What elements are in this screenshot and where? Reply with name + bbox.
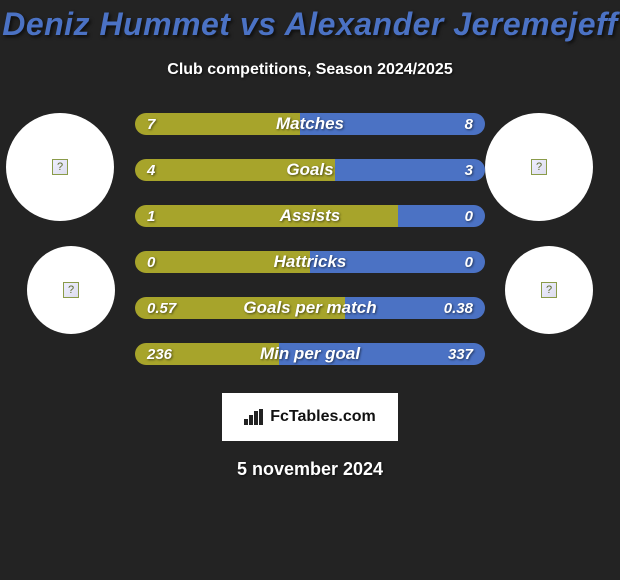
- avatar-player-left: [6, 113, 114, 221]
- subtitle: Club competitions, Season 2024/2025: [0, 61, 620, 79]
- stat-row: Goals43: [135, 159, 485, 181]
- page-title: Deniz Hummet vs Alexander Jeremejeff: [0, 0, 620, 43]
- date-text: 5 november 2024: [0, 459, 620, 480]
- stat-bar-left: [135, 343, 279, 365]
- stat-bar-right: [279, 343, 486, 365]
- logo-chart-icon: [244, 409, 264, 425]
- stat-bar-right: [398, 205, 486, 227]
- image-placeholder-icon: [63, 282, 79, 298]
- avatar-club-left: [27, 246, 115, 334]
- image-placeholder-icon: [531, 159, 547, 175]
- stat-bar-right: [345, 297, 485, 319]
- stat-row: Matches78: [135, 113, 485, 135]
- logo-box: FcTables.com: [222, 393, 398, 441]
- avatar-player-right: [485, 113, 593, 221]
- content-area: Matches78 Goals43 Assists10 Hattricks00 Goal…: [0, 113, 620, 480]
- avatar-club-right: [505, 246, 593, 334]
- stat-row: Goals per match0.570.38: [135, 297, 485, 319]
- stat-bar-right: [300, 113, 486, 135]
- stat-bar-left: [135, 113, 300, 135]
- image-placeholder-icon: [541, 282, 557, 298]
- stat-bar-right: [335, 159, 486, 181]
- stat-row: Hattricks00: [135, 251, 485, 273]
- stat-row: Assists10: [135, 205, 485, 227]
- image-placeholder-icon: [52, 159, 68, 175]
- stat-bar-left: [135, 251, 310, 273]
- stat-bar-left: [135, 297, 345, 319]
- stat-bar-left: [135, 159, 335, 181]
- stat-bar-left: [135, 205, 398, 227]
- stat-bar-right: [310, 251, 485, 273]
- logo-text: FcTables.com: [270, 408, 376, 426]
- comparison-bars: Matches78 Goals43 Assists10 Hattricks00 Goal…: [135, 113, 485, 365]
- stat-row: Min per goal236337: [135, 343, 485, 365]
